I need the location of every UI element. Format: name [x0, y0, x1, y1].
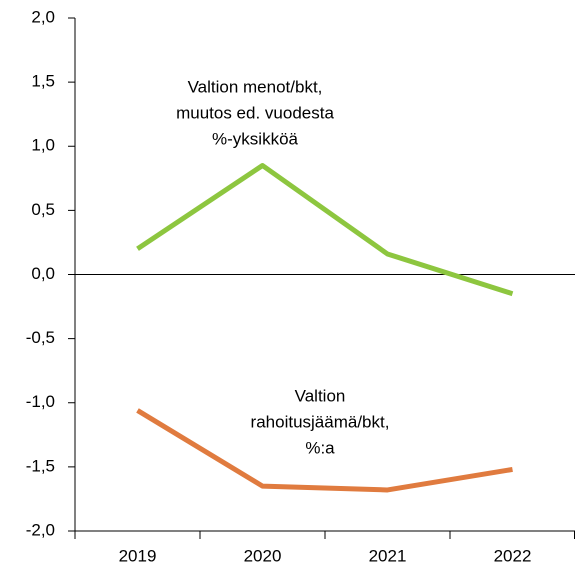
y-tick-label: -0,5	[26, 328, 55, 347]
x-tick-label: 2022	[494, 546, 532, 565]
annotation: rahoitusjäämä/bkt,	[251, 412, 390, 431]
annotation: %:a	[305, 438, 335, 457]
series-line	[136, 162, 514, 297]
x-tick-label: 2020	[244, 546, 282, 565]
x-tick-label: 2019	[119, 546, 157, 565]
annotation: muutos ed. vuodesta	[176, 103, 334, 122]
y-tick-label: 0,5	[31, 200, 55, 219]
y-tick-label: 2,0	[31, 7, 55, 26]
annotation: Valtion	[295, 386, 346, 405]
y-tick-label: 1,0	[31, 136, 55, 155]
y-tick-label: -1,0	[26, 392, 55, 411]
annotation: %-yksikköä	[212, 129, 299, 148]
y-tick-label: 0,0	[31, 264, 55, 283]
y-tick-label: -1,5	[26, 456, 55, 475]
annotation: Valtion menot/bkt,	[188, 77, 323, 96]
y-tick-label: -2,0	[26, 520, 55, 539]
x-tick-label: 2021	[369, 546, 407, 565]
y-tick-label: 1,5	[31, 72, 55, 91]
series-line	[136, 408, 513, 493]
